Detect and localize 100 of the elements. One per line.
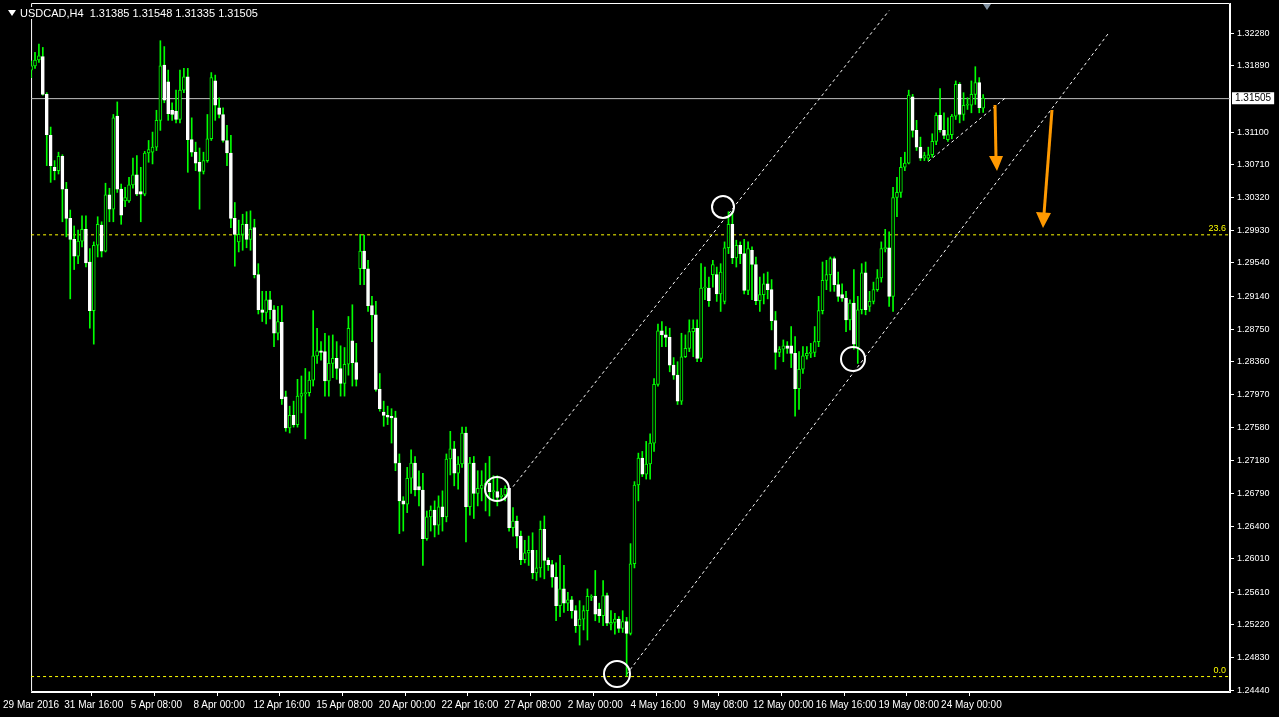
- x-tick-label: 9 May 08:00: [693, 698, 749, 710]
- candlestick: [593, 570, 598, 622]
- y-tick-label: 1.24830: [1237, 652, 1270, 663]
- ref-line-label: 1.31505: [1235, 91, 1272, 103]
- candlestick: [844, 291, 848, 332]
- y-tick-label: 1.26010: [1237, 553, 1270, 564]
- x-tick-label: 24 May 00:00: [941, 698, 1003, 710]
- candlestick: [965, 97, 970, 110]
- candlestick: [801, 346, 805, 374]
- x-tick-label: 29 Mar 2016: [3, 698, 60, 710]
- candlestick: [460, 426, 464, 468]
- candlestick: [327, 335, 331, 397]
- candlestick: [268, 291, 272, 320]
- y-tick-label: 1.29540: [1237, 257, 1270, 268]
- candlestick: [710, 260, 715, 288]
- candlestick: [793, 336, 797, 417]
- candlestick: [319, 341, 323, 361]
- candlestick: [746, 241, 750, 296]
- candlestick: [648, 433, 652, 480]
- candlestick: [84, 215, 88, 268]
- candlestick: [370, 296, 374, 342]
- x-tick-label: 19 May 08:00: [878, 698, 940, 710]
- candlestick: [471, 456, 476, 519]
- candlestick: [667, 327, 672, 373]
- candlestick: [699, 263, 703, 363]
- candlestick: [468, 456, 472, 516]
- x-tick-label: 2 May 00:00: [567, 698, 624, 710]
- candlestick: [558, 555, 562, 617]
- candlestick: [750, 246, 754, 301]
- candlestick: [781, 339, 786, 363]
- y-tick-label: 1.31890: [1237, 60, 1270, 71]
- candlestick: [421, 472, 425, 566]
- y-tick-label: 1.25610: [1237, 586, 1270, 597]
- candlestick: [511, 507, 515, 537]
- candlestick: [417, 470, 421, 507]
- candlestick: [703, 266, 707, 301]
- candlestick: [185, 68, 190, 173]
- candlestick: [503, 485, 507, 502]
- x-tick-label: 8 Apr 00:00: [193, 698, 246, 710]
- candlestick: [135, 155, 139, 197]
- candlestick: [942, 112, 946, 140]
- candlestick: [354, 342, 359, 387]
- candlestick: [366, 260, 370, 312]
- candlestick: [895, 177, 899, 218]
- y-tick-label: 1.27180: [1237, 455, 1270, 466]
- candlestick: [562, 565, 566, 613]
- candlestick: [840, 283, 844, 302]
- y-tick-label: 1.32280: [1237, 27, 1270, 38]
- y-tick-label: 1.30710: [1237, 159, 1270, 170]
- candlestick: [742, 239, 746, 295]
- candlestick: [221, 107, 225, 143]
- candlestick: [660, 321, 664, 347]
- candlestick: [613, 612, 617, 635]
- candlestick: [381, 400, 386, 427]
- candlestick: [687, 319, 692, 353]
- candlestick: [887, 231, 891, 307]
- candlestick: [225, 125, 229, 166]
- candlestick: [605, 592, 609, 627]
- y-tick-label: 1.26400: [1237, 520, 1270, 531]
- candlestick: [758, 276, 762, 312]
- candlestick: [652, 378, 656, 452]
- candlestick: [797, 351, 801, 410]
- candlestick: [182, 68, 186, 94]
- candlestick: [362, 234, 366, 285]
- candlestick: [475, 470, 480, 507]
- y-tick-label: 1.27970: [1237, 388, 1270, 399]
- y-tick-label: 1.28360: [1237, 356, 1270, 367]
- candlestick: [495, 475, 500, 507]
- candlestick: [123, 187, 127, 208]
- candlestick: [264, 291, 268, 325]
- candlestick: [80, 215, 84, 248]
- candlestick: [805, 346, 809, 360]
- candlestick: [981, 94, 985, 113]
- candlestick: [695, 319, 699, 363]
- annotation: 23.6: [1208, 222, 1226, 233]
- candlestick: [88, 248, 92, 329]
- y-tick-label: 1.28750: [1237, 323, 1270, 334]
- candlestick: [178, 69, 182, 124]
- candlestick: [452, 441, 457, 487]
- candlestick: [691, 319, 696, 358]
- y-tick-label: 1.29140: [1237, 290, 1270, 301]
- y-tick-label: 1.29930: [1237, 224, 1270, 235]
- candlestick: [323, 332, 327, 397]
- x-tick-label: 16 May 16:00: [815, 698, 877, 710]
- candlestick: [977, 77, 982, 114]
- x-tick-label: 4 May 16:00: [630, 698, 686, 710]
- candlestick: [620, 610, 625, 633]
- x-tick-label: 20 Apr 00:00: [378, 698, 436, 710]
- x-tick-label: 22 Apr 16:00: [441, 698, 499, 710]
- candlestick: [413, 456, 417, 497]
- candlestick: [852, 269, 856, 350]
- candlestick: [174, 89, 178, 124]
- candlestick: [385, 405, 390, 425]
- y-tick-label: 1.30320: [1237, 191, 1270, 202]
- candlestick: [166, 69, 171, 121]
- candlestick: [464, 426, 468, 543]
- y-tick-label: 1.26790: [1237, 487, 1270, 498]
- candlestick: [424, 510, 429, 541]
- y-tick-label: 1.24440: [1237, 684, 1270, 695]
- annotation: 0.0: [1213, 664, 1226, 675]
